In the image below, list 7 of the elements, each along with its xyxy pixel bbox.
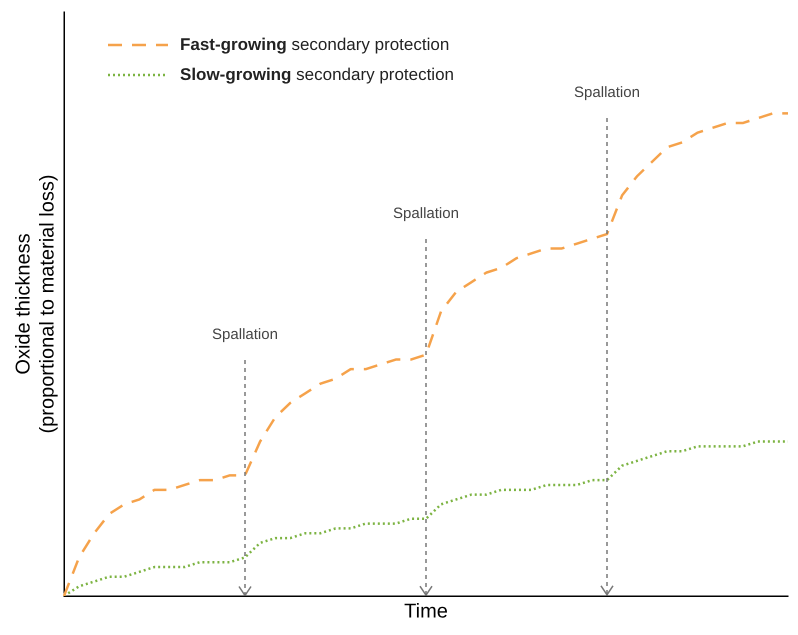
legend-label: Fast-growing secondary protection (180, 35, 450, 55)
annotation: Spallation (392, 204, 460, 222)
x-axis-title: Time (404, 600, 448, 623)
legend-label: Slow-growing secondary protection (180, 65, 454, 85)
annotation: Spallation (211, 326, 279, 342)
text: Spallation (573, 84, 641, 102)
y-axis-title: Oxide thickness (proportional to material loss) (12, 174, 59, 434)
